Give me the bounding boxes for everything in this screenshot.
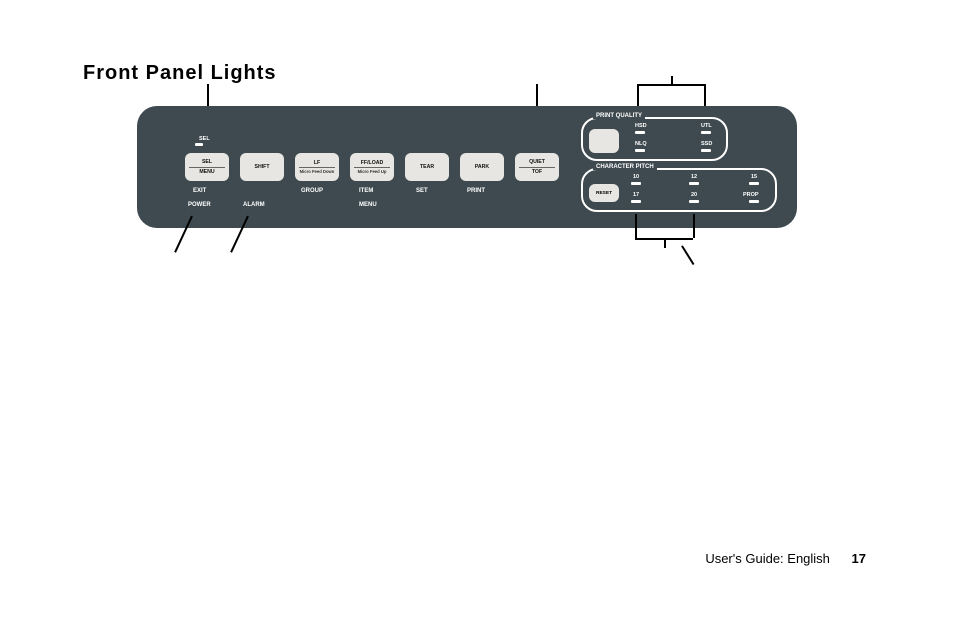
- hsd-light: [635, 131, 645, 134]
- ssd-light: [701, 149, 711, 152]
- park-button[interactable]: PARK: [460, 153, 504, 181]
- pitch-20-label: 20: [691, 192, 697, 198]
- lf-button[interactable]: LF Micro Feed Down: [295, 153, 339, 181]
- tear-button[interactable]: TEAR: [405, 153, 449, 181]
- pitch-10-light: [631, 182, 641, 185]
- button-top-label: PARK: [475, 164, 489, 170]
- button-bottom-label: TOF: [532, 169, 542, 175]
- character-pitch-box: CHARACTER PITCH RESET 10 12 15 17 20 PRO…: [581, 168, 777, 212]
- pitch-15-light: [749, 182, 759, 185]
- button-top-label: SEL: [202, 159, 212, 165]
- callout-line: [637, 84, 705, 86]
- pitch-prop-label: PROP: [743, 192, 759, 198]
- button-top-label: QUIET: [529, 159, 545, 165]
- print-label: PRINT: [467, 188, 485, 194]
- character-pitch-title: CHARACTER PITCH: [593, 164, 657, 170]
- reset-button[interactable]: RESET: [589, 184, 619, 202]
- quality-button[interactable]: [589, 129, 619, 153]
- button-bottom-label: MENU: [199, 169, 214, 175]
- page-title: Front Panel Lights: [83, 62, 277, 85]
- quiet-tof-button[interactable]: QUIET TOF: [515, 153, 559, 181]
- ssd-label: SSD: [701, 141, 712, 147]
- callout-line: [681, 246, 694, 265]
- button-top-label: FF/LOAD: [361, 160, 383, 166]
- hsd-label: HSD: [635, 123, 647, 129]
- page-footer: User's Guide: English 17: [705, 551, 866, 566]
- utl-label: UTL: [701, 123, 712, 129]
- callout-line: [671, 76, 673, 84]
- front-panel-diagram: SEL SEL MENU SHIFT LF Micro Feed Down FF…: [137, 106, 797, 228]
- footer-text: User's Guide: English: [705, 551, 830, 566]
- nlq-label: NLQ: [635, 141, 647, 147]
- exit-label: EXIT: [193, 188, 206, 194]
- pitch-15-label: 15: [751, 174, 757, 180]
- menu-label: MENU: [359, 202, 377, 208]
- ffload-button[interactable]: FF/LOAD Micro Feed Up: [350, 153, 394, 181]
- print-quality-title: PRINT QUALITY: [593, 113, 645, 119]
- pitch-17-light: [631, 200, 641, 203]
- callout-line: [635, 214, 637, 238]
- utl-light: [701, 131, 711, 134]
- button-top-label: SHIFT: [255, 164, 270, 170]
- button-divider: [354, 167, 389, 168]
- print-quality-box: PRINT QUALITY HSD UTL NLQ SSD: [581, 117, 728, 161]
- callout-line: [664, 238, 666, 248]
- sel-indicator-light: [195, 143, 203, 146]
- power-label: POWER: [188, 202, 211, 208]
- button-divider: [519, 167, 554, 168]
- button-top-label: TEAR: [420, 164, 434, 170]
- item-label: ITEM: [359, 188, 373, 194]
- sel-menu-button[interactable]: SEL MENU: [185, 153, 229, 181]
- pitch-prop-light: [749, 200, 759, 203]
- button-sub-label: Micro Feed Down: [300, 169, 335, 174]
- pitch-12-label: 12: [691, 174, 697, 180]
- pitch-10-label: 10: [633, 174, 639, 180]
- page-number: 17: [852, 551, 866, 566]
- sel-indicator-label: SEL: [199, 136, 210, 142]
- pitch-20-light: [689, 200, 699, 203]
- alarm-label: ALARM: [243, 202, 265, 208]
- pitch-17-label: 17: [633, 192, 639, 198]
- button-divider: [189, 167, 224, 168]
- group-label: GROUP: [301, 188, 323, 194]
- pitch-12-light: [689, 182, 699, 185]
- nlq-light: [635, 149, 645, 152]
- callout-line: [693, 214, 695, 238]
- shift-button[interactable]: SHIFT: [240, 153, 284, 181]
- button-divider: [299, 167, 334, 168]
- button-top-label: LF: [314, 160, 320, 166]
- set-label: SET: [416, 188, 428, 194]
- button-sub-label: Micro Feed Up: [358, 169, 387, 174]
- panel-body: SEL SEL MENU SHIFT LF Micro Feed Down FF…: [137, 106, 797, 228]
